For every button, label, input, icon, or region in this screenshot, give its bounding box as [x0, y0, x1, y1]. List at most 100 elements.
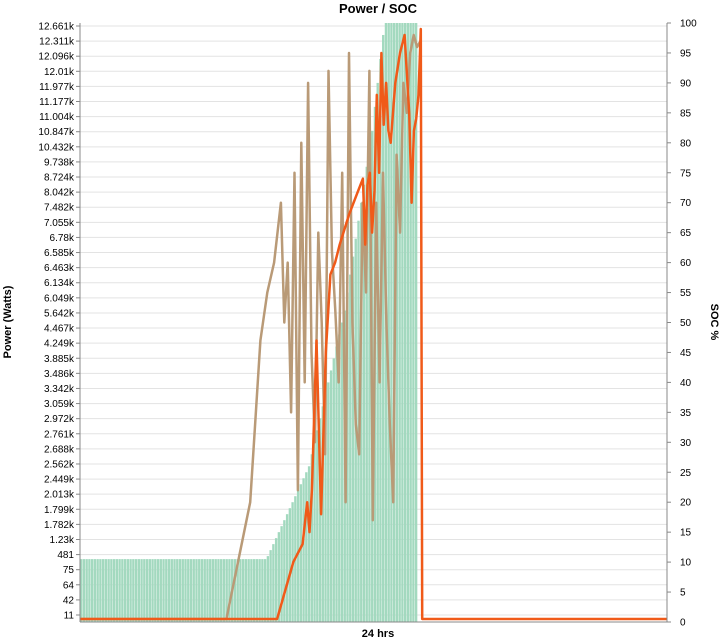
power-bar [110, 559, 112, 622]
right-tick-label: 20 [680, 498, 692, 509]
power-bar [275, 538, 277, 622]
power-bar [118, 559, 120, 622]
right-tick-label: 30 [680, 438, 692, 449]
left-tick-label: 3.486k [44, 369, 75, 380]
power-bar [102, 559, 104, 622]
power-bar [341, 323, 343, 623]
power-bar [129, 559, 131, 622]
left-tick-label: 8.724k [44, 173, 75, 184]
power-bar [168, 559, 170, 622]
power-bar [151, 559, 153, 622]
power-bar [146, 559, 148, 622]
right-tick-label: 60 [680, 258, 692, 269]
right-tick-label: 25 [680, 468, 692, 479]
power-bar [300, 484, 302, 622]
left-tick-label: 12.01k [44, 67, 75, 78]
right-tick-label: 50 [680, 318, 692, 329]
right-tick-label: 100 [680, 19, 697, 30]
power-bar [258, 559, 260, 622]
power-bar [267, 556, 269, 622]
power-bar [83, 559, 85, 622]
right-tick-label: 80 [680, 138, 692, 149]
right-tick-label: 65 [680, 228, 692, 239]
power-bar [398, 23, 400, 622]
left-tick-label: 11.977k [39, 82, 75, 93]
power-bar [198, 559, 200, 622]
left-tick-label: 6.049k [44, 293, 75, 304]
power-bar [333, 358, 335, 622]
right-tick-label: 10 [680, 558, 692, 569]
power-bar [184, 559, 186, 622]
power-bar [245, 559, 247, 622]
power-bar [217, 559, 219, 622]
power-bar [171, 559, 173, 622]
left-tick-label: 12.096k [38, 52, 75, 63]
left-tick-label: 5.642k [44, 308, 75, 319]
left-tick-label: 2.449k [44, 475, 75, 486]
left-tick-label: 481 [57, 550, 74, 561]
power-bar [113, 559, 115, 622]
right-tick-label: 5 [680, 588, 686, 599]
power-bar [116, 559, 118, 622]
power-bar [220, 559, 222, 622]
soc-line [80, 29, 667, 619]
left-tick-label: 6.585k [44, 248, 75, 259]
bars-group [80, 23, 417, 622]
power-bar [264, 559, 266, 622]
left-tick-label: 8.042k [44, 188, 75, 199]
power-bar [256, 559, 258, 622]
left-tick-label: 64 [63, 580, 75, 591]
left-tick-label: 4.249k [44, 339, 75, 350]
power-bar [286, 514, 288, 622]
power-bar [283, 520, 285, 622]
power-bar [94, 559, 96, 622]
left-tick-label: 11.004k [39, 112, 75, 123]
power-bar [327, 382, 329, 622]
left-tick-label: 7.482k [44, 203, 75, 214]
power-bar [269, 550, 271, 622]
right-tick-label: 70 [680, 198, 692, 209]
left-tick-label: 2.688k [44, 444, 75, 455]
power-bar [165, 559, 167, 622]
left-tick-label: 11 [64, 611, 75, 622]
right-tick-label: 0 [680, 618, 686, 629]
left-tick-label: 7.055k [44, 218, 75, 229]
power-bar [195, 559, 197, 622]
right-tick-label: 35 [680, 408, 692, 419]
right-tick-label: 75 [680, 168, 692, 179]
power-bar [253, 559, 255, 622]
left-tick-label: 3.342k [44, 384, 75, 395]
left-tick-label: 10.847k [38, 127, 75, 138]
power-bar [162, 559, 164, 622]
right-tick-label: 95 [680, 48, 692, 59]
chart-title: Power / SOC [339, 1, 418, 16]
left-tick-label: 6.463k [44, 263, 75, 274]
lines-group [80, 29, 667, 619]
right-tick-label: 90 [680, 78, 692, 89]
power-bar [121, 559, 123, 622]
left-tick-label: 12.661k [38, 22, 75, 33]
power-bar [160, 559, 162, 622]
left-axis-title: Power (Watts) [2, 285, 14, 358]
left-tick-label: 42 [63, 595, 75, 606]
power-bar [302, 478, 304, 622]
power-bar [250, 559, 252, 622]
power-bar [239, 559, 241, 622]
power-bar [190, 559, 192, 622]
power-bar [105, 559, 107, 622]
left-tick-label: 4.467k [44, 324, 75, 335]
power-bar [179, 559, 181, 622]
left-tick-label: 3.059k [44, 399, 75, 410]
x-axis-title: 24 hrs [362, 628, 394, 640]
left-axis: 114264754811.23k1.782k1.799k2.013k2.449k… [38, 22, 80, 623]
right-tick-label: 55 [680, 288, 692, 299]
right-axis-title: SOC % [708, 304, 720, 341]
power-bar [209, 559, 211, 622]
power-bar [335, 346, 337, 622]
power-bar [143, 559, 145, 622]
left-tick-label: 2.562k [44, 459, 75, 470]
right-tick-label: 45 [680, 348, 692, 359]
left-tick-label: 3.885k [44, 354, 75, 365]
left-tick-label: 11.177k [39, 97, 75, 108]
